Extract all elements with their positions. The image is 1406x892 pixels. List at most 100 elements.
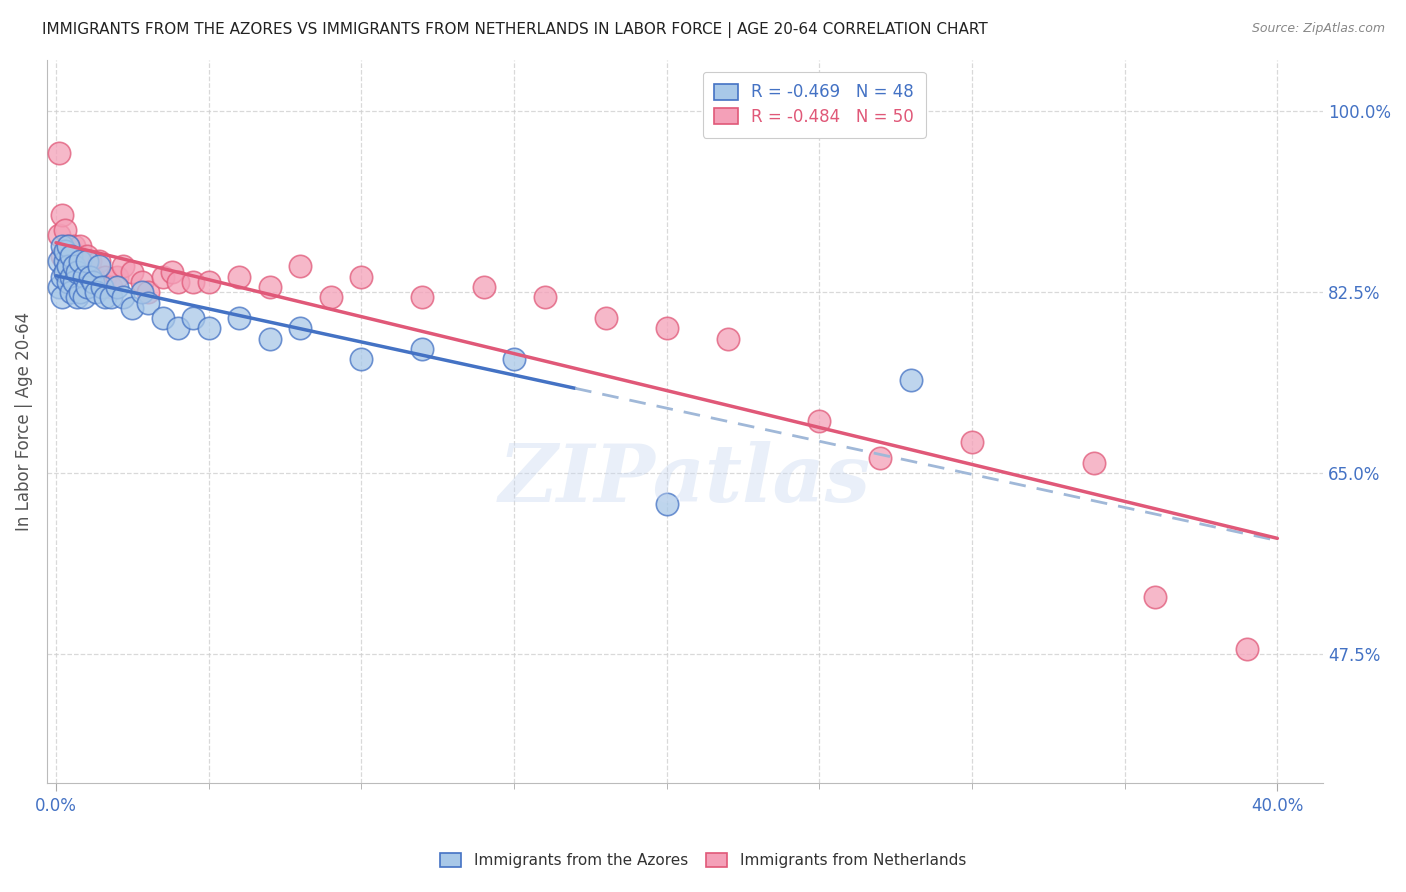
Point — [1083, 456, 1105, 470]
Point — [595, 311, 617, 326]
Point — [76, 249, 98, 263]
Point — [66, 280, 89, 294]
Point — [350, 352, 373, 367]
Point — [60, 244, 83, 258]
Point — [131, 285, 153, 300]
Point — [58, 238, 80, 252]
Point — [808, 415, 831, 429]
Point — [53, 223, 76, 237]
Point — [76, 280, 98, 294]
Text: Source: ZipAtlas.com: Source: ZipAtlas.com — [1251, 22, 1385, 36]
Point — [655, 497, 678, 511]
Point — [51, 208, 73, 222]
Point — [72, 264, 94, 278]
Legend: Immigrants from the Azores, Immigrants from Netherlands: Immigrants from the Azores, Immigrants f… — [430, 843, 976, 877]
Point — [53, 264, 76, 278]
Point — [58, 275, 80, 289]
Point — [63, 275, 86, 289]
Point — [183, 275, 205, 289]
Point — [152, 269, 174, 284]
Point — [1144, 591, 1167, 605]
Point — [66, 269, 89, 284]
Point — [94, 290, 117, 304]
Point — [183, 311, 205, 326]
Point — [167, 321, 190, 335]
Point — [51, 249, 73, 263]
Text: ZIPatlas: ZIPatlas — [499, 441, 872, 518]
Point — [58, 260, 80, 274]
Point — [48, 228, 70, 243]
Point — [51, 269, 73, 284]
Y-axis label: In Labor Force | Age 20-64: In Labor Force | Age 20-64 — [15, 312, 32, 531]
Point — [90, 280, 112, 294]
Point — [319, 290, 342, 304]
Point — [48, 145, 70, 160]
Point — [228, 311, 250, 326]
Point — [94, 269, 117, 284]
Point — [160, 264, 183, 278]
Point — [121, 301, 143, 315]
Point — [82, 275, 104, 289]
Point — [290, 321, 312, 335]
Point — [51, 238, 73, 252]
Point — [472, 280, 495, 294]
Legend: R = -0.469   N = 48, R = -0.484   N = 50: R = -0.469 N = 48, R = -0.484 N = 50 — [703, 71, 925, 137]
Point — [66, 264, 89, 278]
Point — [503, 352, 526, 367]
Point — [53, 264, 76, 278]
Point — [63, 238, 86, 252]
Point — [66, 290, 89, 304]
Point — [869, 450, 891, 465]
Point — [411, 342, 433, 356]
Point — [60, 269, 83, 284]
Point — [152, 311, 174, 326]
Point — [960, 435, 983, 450]
Point — [131, 275, 153, 289]
Point — [259, 332, 281, 346]
Point — [60, 285, 83, 300]
Point — [1236, 642, 1258, 657]
Point — [63, 260, 86, 274]
Point — [350, 269, 373, 284]
Point — [136, 285, 159, 300]
Point — [533, 290, 555, 304]
Point — [60, 275, 83, 289]
Point — [58, 260, 80, 274]
Point — [72, 290, 94, 304]
Point — [87, 260, 110, 274]
Point — [63, 260, 86, 274]
Point — [100, 280, 122, 294]
Point — [60, 249, 83, 263]
Point — [69, 285, 91, 300]
Point — [411, 290, 433, 304]
Point — [105, 269, 128, 284]
Point — [84, 285, 107, 300]
Point — [655, 321, 678, 335]
Point — [76, 254, 98, 268]
Point — [82, 269, 104, 284]
Point — [290, 260, 312, 274]
Text: IMMIGRANTS FROM THE AZORES VS IMMIGRANTS FROM NETHERLANDS IN LABOR FORCE | AGE 2: IMMIGRANTS FROM THE AZORES VS IMMIGRANTS… — [42, 22, 988, 38]
Point — [717, 332, 740, 346]
Point — [79, 269, 101, 284]
Point — [100, 290, 122, 304]
Point — [69, 238, 91, 252]
Point — [69, 254, 91, 268]
Point — [121, 264, 143, 278]
Point — [53, 244, 76, 258]
Point — [53, 254, 76, 268]
Point — [105, 280, 128, 294]
Point — [48, 280, 70, 294]
Point — [79, 254, 101, 268]
Point — [136, 295, 159, 310]
Point — [228, 269, 250, 284]
Point — [87, 254, 110, 268]
Point — [259, 280, 281, 294]
Point — [900, 373, 922, 387]
Point — [51, 290, 73, 304]
Point — [58, 238, 80, 252]
Point — [197, 275, 219, 289]
Point — [112, 290, 135, 304]
Point — [112, 260, 135, 274]
Point — [167, 275, 190, 289]
